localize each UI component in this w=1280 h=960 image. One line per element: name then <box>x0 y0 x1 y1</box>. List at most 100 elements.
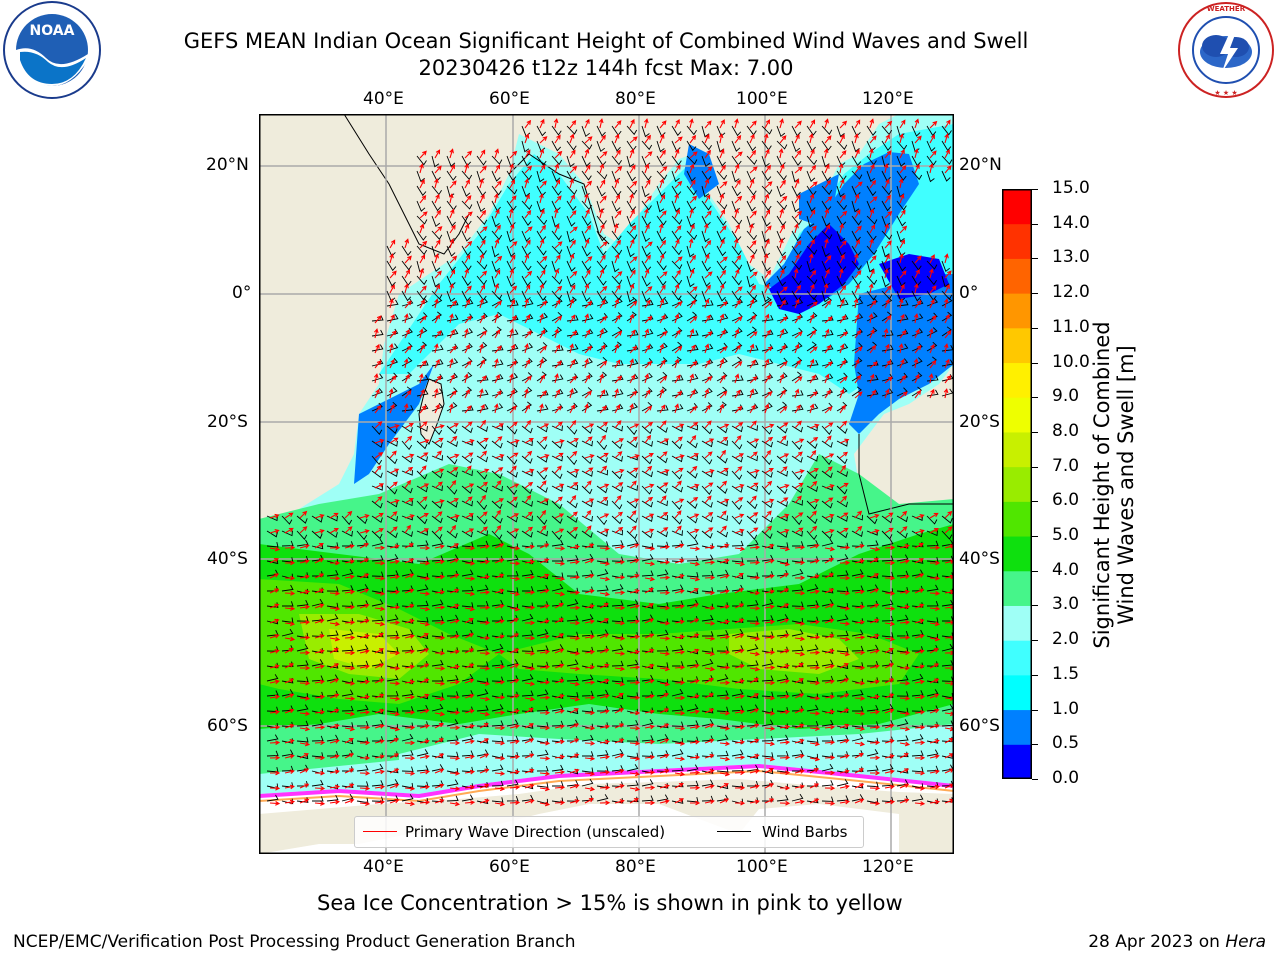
wind-barb <box>416 215 428 225</box>
wind-barb <box>836 767 849 774</box>
wave-direction-arrow <box>554 709 565 714</box>
wind-barb <box>851 155 862 167</box>
wave-direction-arrow <box>899 619 911 625</box>
wind-barb <box>506 425 518 435</box>
wind-barb <box>386 372 398 382</box>
wave-direction-arrow <box>794 343 800 354</box>
wave-direction-arrow <box>644 299 651 309</box>
wave-direction-arrow <box>614 388 619 399</box>
wind-barb <box>851 689 864 697</box>
wave-direction-arrow <box>614 738 625 744</box>
wave-direction-arrow <box>344 650 356 656</box>
wave-direction-arrow <box>869 664 880 669</box>
wind-barb <box>941 530 953 540</box>
wind-barb <box>326 706 339 713</box>
wave-direction-arrow <box>839 343 845 354</box>
wave-direction-arrow <box>584 725 596 731</box>
wave-direction-arrow <box>434 783 445 789</box>
wind-barb <box>491 500 503 510</box>
wind-barb <box>566 675 579 682</box>
wave-direction-arrow <box>899 635 911 640</box>
colorbar-bin-15 <box>1002 223 1032 259</box>
wind-barb <box>701 570 714 577</box>
wind-barb <box>686 530 698 540</box>
wave-direction-arrow <box>824 558 834 564</box>
wave-direction-arrow <box>929 636 941 642</box>
wind-barb <box>281 645 294 652</box>
wave-direction-arrow <box>509 328 514 339</box>
wave-direction-arrow <box>688 238 694 249</box>
wave-direction-arrow <box>389 635 401 641</box>
wind-barb <box>656 645 669 652</box>
colorbar-tick-6: 4.0 <box>1052 559 1080 580</box>
wave-direction-arrow <box>868 283 874 294</box>
wave-direction-arrow <box>569 133 575 144</box>
wave-direction-arrow <box>719 269 726 279</box>
wave-direction-arrow <box>644 286 653 294</box>
wind-barb <box>476 645 489 652</box>
wave-direction-arrow <box>494 558 505 564</box>
wave-direction-arrow <box>749 621 761 626</box>
wind-barb <box>431 359 444 367</box>
wave-direction-arrow <box>824 344 831 354</box>
wind-barb <box>521 260 532 271</box>
wind-barb <box>326 570 339 577</box>
wind-barb <box>371 470 383 479</box>
wave-direction-arrow <box>674 695 686 701</box>
wave-direction-arrow <box>524 544 535 550</box>
wave-direction-arrow <box>898 343 904 354</box>
wave-direction-arrow <box>914 785 926 791</box>
wave-direction-arrows-layer <box>269 118 954 807</box>
footer-date-text: 28 Apr 2023 on <box>1088 932 1226 952</box>
wave-direction-arrow <box>419 560 431 566</box>
wave-direction-arrow <box>839 606 851 611</box>
wave-region-1-5m <box>379 124 954 394</box>
wind-barb <box>641 718 654 727</box>
wave-direction-arrow <box>329 648 339 654</box>
wave-direction-arrow <box>479 768 490 774</box>
wave-direction-arrow <box>809 468 819 474</box>
wind-barb <box>866 515 878 525</box>
wave-direction-arrow <box>614 527 624 534</box>
wind-barb <box>581 485 593 495</box>
wave-direction-arrow <box>569 708 579 714</box>
wave-direction-arrow <box>689 754 701 760</box>
wave-direction-arrow <box>629 480 637 489</box>
wave-direction-arrow <box>689 576 701 582</box>
wave-direction-arrow <box>704 769 715 774</box>
colorbar-tickmark-10 <box>1032 431 1038 433</box>
wind-barb <box>521 185 531 198</box>
wave-direction-arrow <box>644 588 654 594</box>
wave-direction-arrow <box>943 343 949 354</box>
wave-direction-arrow <box>539 118 545 129</box>
wind-barb <box>941 260 950 273</box>
wave-direction-arrow <box>464 344 470 354</box>
colorbar-title-line2: Wind Waves and Swell [m] <box>1114 345 1138 625</box>
wind-barb <box>791 312 804 322</box>
wave-direction-arrow <box>659 590 671 596</box>
wave-direction-arrow <box>884 343 890 354</box>
wind-barb <box>641 170 652 181</box>
footer-host: Hera <box>1225 932 1266 952</box>
wave-direction-arrow <box>644 405 653 414</box>
wave-direction-arrow <box>824 238 829 249</box>
wind-barb <box>881 185 892 196</box>
wave-direction-arrow <box>794 693 805 699</box>
wave-direction-arrow <box>479 738 490 744</box>
wave-direction-arrow <box>884 527 894 534</box>
wave-direction-arrow <box>884 314 892 324</box>
wind-barb <box>431 659 444 667</box>
wave-direction-arrow <box>884 663 895 669</box>
wind-barb <box>656 662 669 668</box>
colorbar-bin-13 <box>1002 293 1032 329</box>
wind-barb <box>776 275 787 287</box>
wind-barb <box>701 402 713 412</box>
wave-direction-arrow <box>269 573 280 579</box>
wave-direction-arrow <box>734 344 741 354</box>
wind-barb <box>461 386 473 397</box>
wind-barb <box>911 750 924 757</box>
wind-barb <box>881 275 890 288</box>
wave-direction-arrow <box>750 590 761 596</box>
wind-barb <box>311 659 324 667</box>
wave-direction-arrow <box>284 678 295 684</box>
